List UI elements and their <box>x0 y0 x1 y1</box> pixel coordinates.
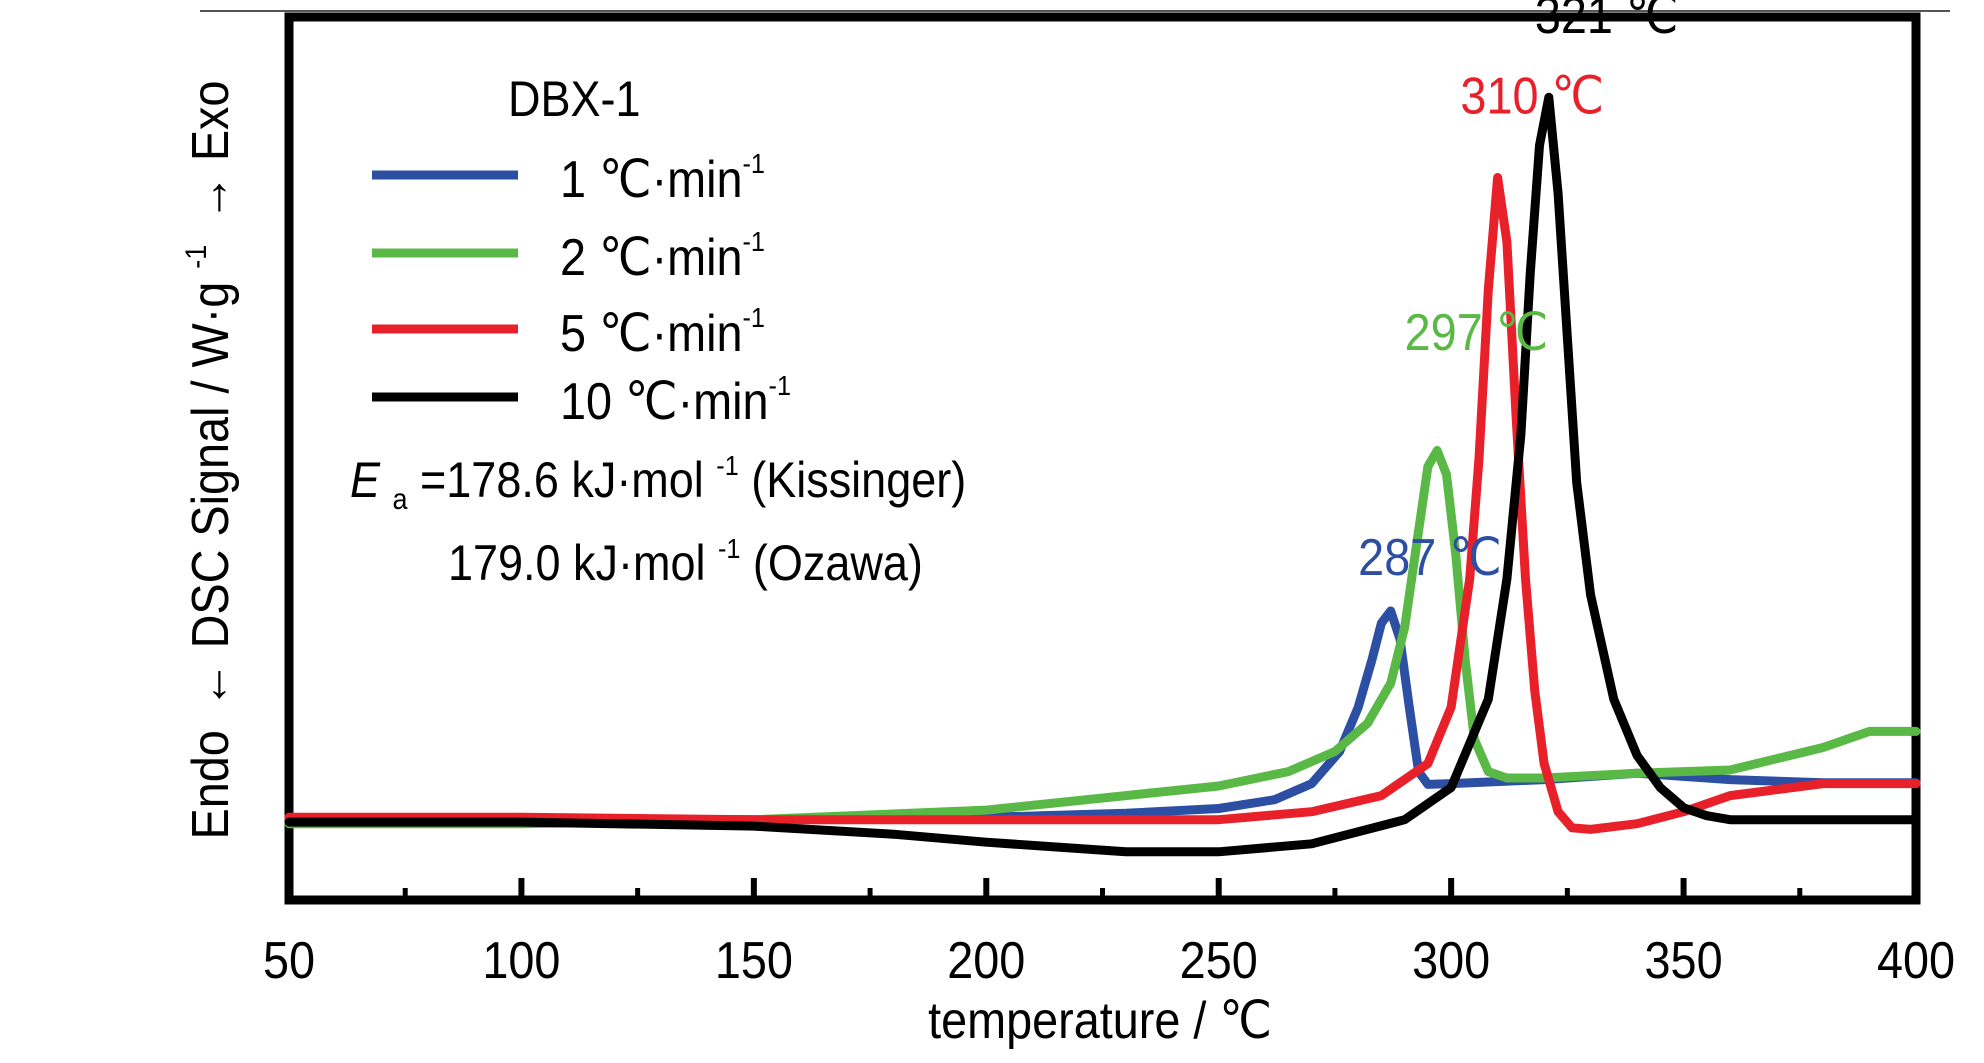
y-axis-label: Endo ← DSC Signal / W·g -1 → Exo <box>160 81 240 840</box>
y-label-arrow-up: → <box>182 174 240 221</box>
ea-ozawa-value: 179.0 kJ·mol <box>448 536 706 592</box>
svg-text:Endo ← DSC Signal: Endo ← DSC Signal / W·g -1 → Exo <box>160 81 240 840</box>
ea-symbol: E <box>350 453 381 509</box>
series-group <box>284 92 1921 857</box>
ea-ozawa-method: (Ozawa) <box>753 536 923 592</box>
y-label-arrow-down: ← <box>182 661 240 708</box>
peak-annotation: 310 ℃ <box>1460 67 1604 125</box>
legend-label: 2 ℃·min-1 <box>560 226 765 287</box>
ea-subscript: a <box>393 483 408 517</box>
legend-item-10: 10 ℃·min-1 <box>372 370 791 431</box>
legend-item-5: 5 ℃·min-1 <box>372 302 765 363</box>
y-label-exo: Exo <box>182 81 240 162</box>
svg-text:E a =178.6 kJ·mol: E a =178.6 kJ·mol -1 (Kissinger) <box>350 431 966 521</box>
x-axis-label: temperature / ℃ <box>928 992 1272 1050</box>
ea-kissinger-value: =178.6 kJ·mol <box>420 453 704 509</box>
legend-label: 1 ℃·min-1 <box>560 148 765 209</box>
peak-annotations: 287 ℃ 297 ℃ 310 ℃ 321 ℃ <box>1358 0 1678 586</box>
legend-item-1: 1 ℃·min-1 <box>372 148 765 209</box>
y-label-sup: -1 <box>180 245 214 269</box>
ea-ozawa-sup: -1 <box>718 533 740 565</box>
series-line-10-c-per-min <box>284 92 1921 857</box>
legend-unit: ℃·min <box>599 151 743 209</box>
legend-unit: ℃·min <box>599 305 743 363</box>
legend-unit-sup: -1 <box>743 226 765 258</box>
peak-annotation: 287 ℃ <box>1358 529 1502 587</box>
legend-rate: 1 <box>560 151 599 209</box>
x-tick-label: 150 <box>715 932 793 990</box>
legend-rate: 2 <box>560 229 599 287</box>
legend-unit-sup: -1 <box>769 370 791 402</box>
legend: DBX-1 1 ℃·min-12 ℃·min-15 ℃·min-110 ℃·mi… <box>372 72 791 431</box>
activation-energy-block: E a =178.6 kJ·mol -1 (Kissinger) 179.0 k… <box>350 431 966 592</box>
legend-unit: ℃·min <box>625 373 769 431</box>
x-tick-label: 50 <box>263 932 315 990</box>
legend-rate: 5 <box>560 305 599 363</box>
peak-annotation: 321 ℃ <box>1535 0 1679 45</box>
ea-kissinger-sup: -1 <box>716 450 738 482</box>
legend-title: DBX-1 <box>508 72 640 128</box>
legend-unit-sup: -1 <box>743 302 765 334</box>
legend-unit: ℃·min <box>599 229 743 287</box>
y-label-endo: Endo <box>182 730 240 839</box>
x-tick-label: 400 <box>1877 932 1955 990</box>
legend-item-2: 2 ℃·min-1 <box>372 226 765 287</box>
x-tick-label: 350 <box>1645 932 1723 990</box>
legend-items: 1 ℃·min-12 ℃·min-15 ℃·min-110 ℃·min-1 <box>372 148 791 431</box>
legend-unit-sup: -1 <box>743 148 765 180</box>
peak-annotation: 297 ℃ <box>1405 304 1549 362</box>
svg-text:179.0 kJ·mol -1 (O: 179.0 kJ·mol -1 (Ozawa) <box>448 514 923 592</box>
series-line-5-c-per-min <box>284 173 1921 834</box>
y-label-signal: DSC Signal / W·g <box>182 282 240 649</box>
x-tick-label: 200 <box>947 932 1025 990</box>
x-axis-tick-labels: 50 100 150 200 250 300 350 400 <box>263 932 1955 990</box>
legend-rate: 10 <box>560 373 625 431</box>
x-tick-label: 100 <box>482 932 560 990</box>
x-tick-label: 250 <box>1180 932 1258 990</box>
series-line-2-c-per-min <box>284 446 1921 829</box>
x-axis-ticks <box>286 878 1919 900</box>
legend-label: 10 ℃·min-1 <box>560 370 791 431</box>
series-line-1-c-per-min <box>284 606 1921 825</box>
ea-kissinger-method: (Kissinger) <box>751 453 966 509</box>
legend-label: 5 ℃·min-1 <box>560 302 765 363</box>
x-tick-label: 300 <box>1412 932 1490 990</box>
